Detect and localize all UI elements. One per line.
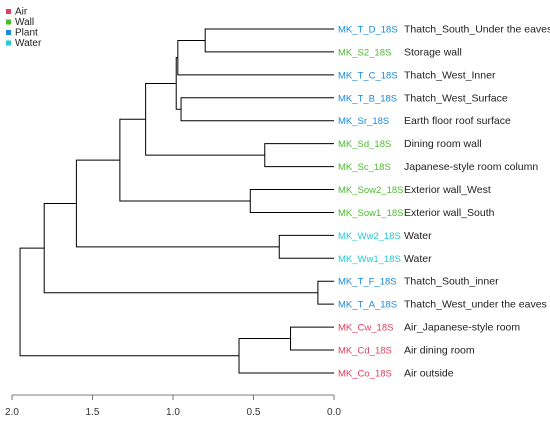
dendrogram-branch bbox=[145, 82, 265, 156]
leaf-description-label: Thatch_West_Inner bbox=[404, 69, 496, 81]
leaf-id-label: MK_T_A_18S bbox=[338, 300, 397, 311]
leaf-description-label: Water bbox=[404, 230, 432, 242]
dendrogram-branch bbox=[175, 57, 182, 110]
dendrogram-branch bbox=[75, 159, 280, 248]
legend-label-water: Water bbox=[15, 38, 42, 49]
x-axis-tick-label: 1.5 bbox=[86, 407, 100, 418]
leaf-description-label: Air_Japanese-style room bbox=[404, 322, 520, 334]
leaf-description-label: Air dining room bbox=[404, 345, 475, 357]
leaf-description-label: Exterior wall_West bbox=[404, 184, 491, 196]
leaf-id-label: MK_Sow2_18S bbox=[338, 185, 403, 196]
legend-swatch-air bbox=[6, 9, 11, 14]
leaf-description-label: Thatch_South_Under the eaves bbox=[404, 24, 550, 36]
leaf-description-label: Storage wall bbox=[404, 46, 462, 58]
leaf-id-label: MK_Co_18S bbox=[338, 368, 392, 379]
legend-swatch-water bbox=[6, 40, 11, 46]
leaf-description-label: Thatch_West_under the eaves bbox=[404, 299, 547, 311]
legend-swatch-wall bbox=[6, 19, 11, 25]
legend-label-plant: Plant bbox=[15, 28, 38, 39]
leaf-id-label: MK_Ww1_18S bbox=[338, 254, 401, 265]
dendrogram-branch bbox=[249, 189, 334, 213]
dendrogram-branches bbox=[19, 28, 334, 374]
leaf-description-label: Thatch_South_inner bbox=[404, 276, 499, 288]
legend-swatch-plant bbox=[6, 30, 11, 35]
leaf-description-label: Exterior wall_South bbox=[404, 207, 495, 219]
leaf-description-label: Earth floor roof surface bbox=[404, 115, 511, 127]
leaf-id-label: MK_Sr_18S bbox=[338, 116, 389, 127]
x-axis-tick-label: 1.0 bbox=[166, 407, 180, 418]
leaf-id-label: MK_T_D_18S bbox=[338, 25, 398, 36]
legend-label-wall: Wall bbox=[15, 17, 34, 28]
leaf-id-label: MK_Cw_18S bbox=[338, 323, 393, 334]
leaf-id-label: MK_T_C_18S bbox=[338, 70, 398, 81]
x-axis-tick-label: 0.0 bbox=[327, 407, 341, 418]
leaf-id-label: MK_T_B_18S bbox=[338, 93, 397, 104]
x-axis: 2.0 1.5 1.0 0.5 0.0 bbox=[5, 394, 341, 418]
dendrogram-branch bbox=[43, 202, 318, 294]
leaf-description-label: Thatch_West_Surface bbox=[404, 92, 508, 104]
legend-label-air: Air bbox=[15, 7, 28, 18]
x-axis-tick-label: 0.5 bbox=[247, 407, 261, 418]
leaf-id-label: MK_Ww2_18S bbox=[338, 231, 401, 242]
leaf-description-label: Air outside bbox=[404, 367, 454, 379]
dendrogram-branch bbox=[119, 118, 251, 202]
dendrogram-branch bbox=[278, 234, 334, 259]
dendrogram-branch bbox=[19, 247, 240, 357]
leaf-id-label: MK_Sd_18S bbox=[338, 139, 391, 150]
leaf-id-label: MK_Sow1_18S bbox=[338, 208, 403, 219]
dendrogram-branch bbox=[264, 143, 334, 168]
leaf-id-label: MK_S2_18S bbox=[338, 47, 391, 58]
leaf-description-label: Japanese-style room column bbox=[404, 161, 538, 173]
dendrogram-branch bbox=[317, 280, 334, 305]
dendrogram-branch bbox=[290, 326, 334, 351]
dendrogram-branch bbox=[238, 338, 334, 374]
x-axis-tick-label: 2.0 bbox=[5, 407, 19, 418]
leaf-id-label: MK_T_F_18S bbox=[338, 277, 397, 288]
leaf-labels: MK_T_D_18S Thatch_South_Under the eaves MK… bbox=[338, 24, 550, 380]
leaf-id-label: MK_Cd_18S bbox=[338, 346, 392, 357]
leaf-id-label: MK_Sc_18S bbox=[338, 162, 391, 173]
dendrogram-branch bbox=[204, 28, 334, 53]
leaf-description-label: Water bbox=[404, 253, 432, 265]
dendrogram-branch bbox=[177, 39, 334, 76]
leaf-description-label: Dining room wall bbox=[404, 138, 482, 150]
dendrogram-branch bbox=[180, 97, 334, 122]
